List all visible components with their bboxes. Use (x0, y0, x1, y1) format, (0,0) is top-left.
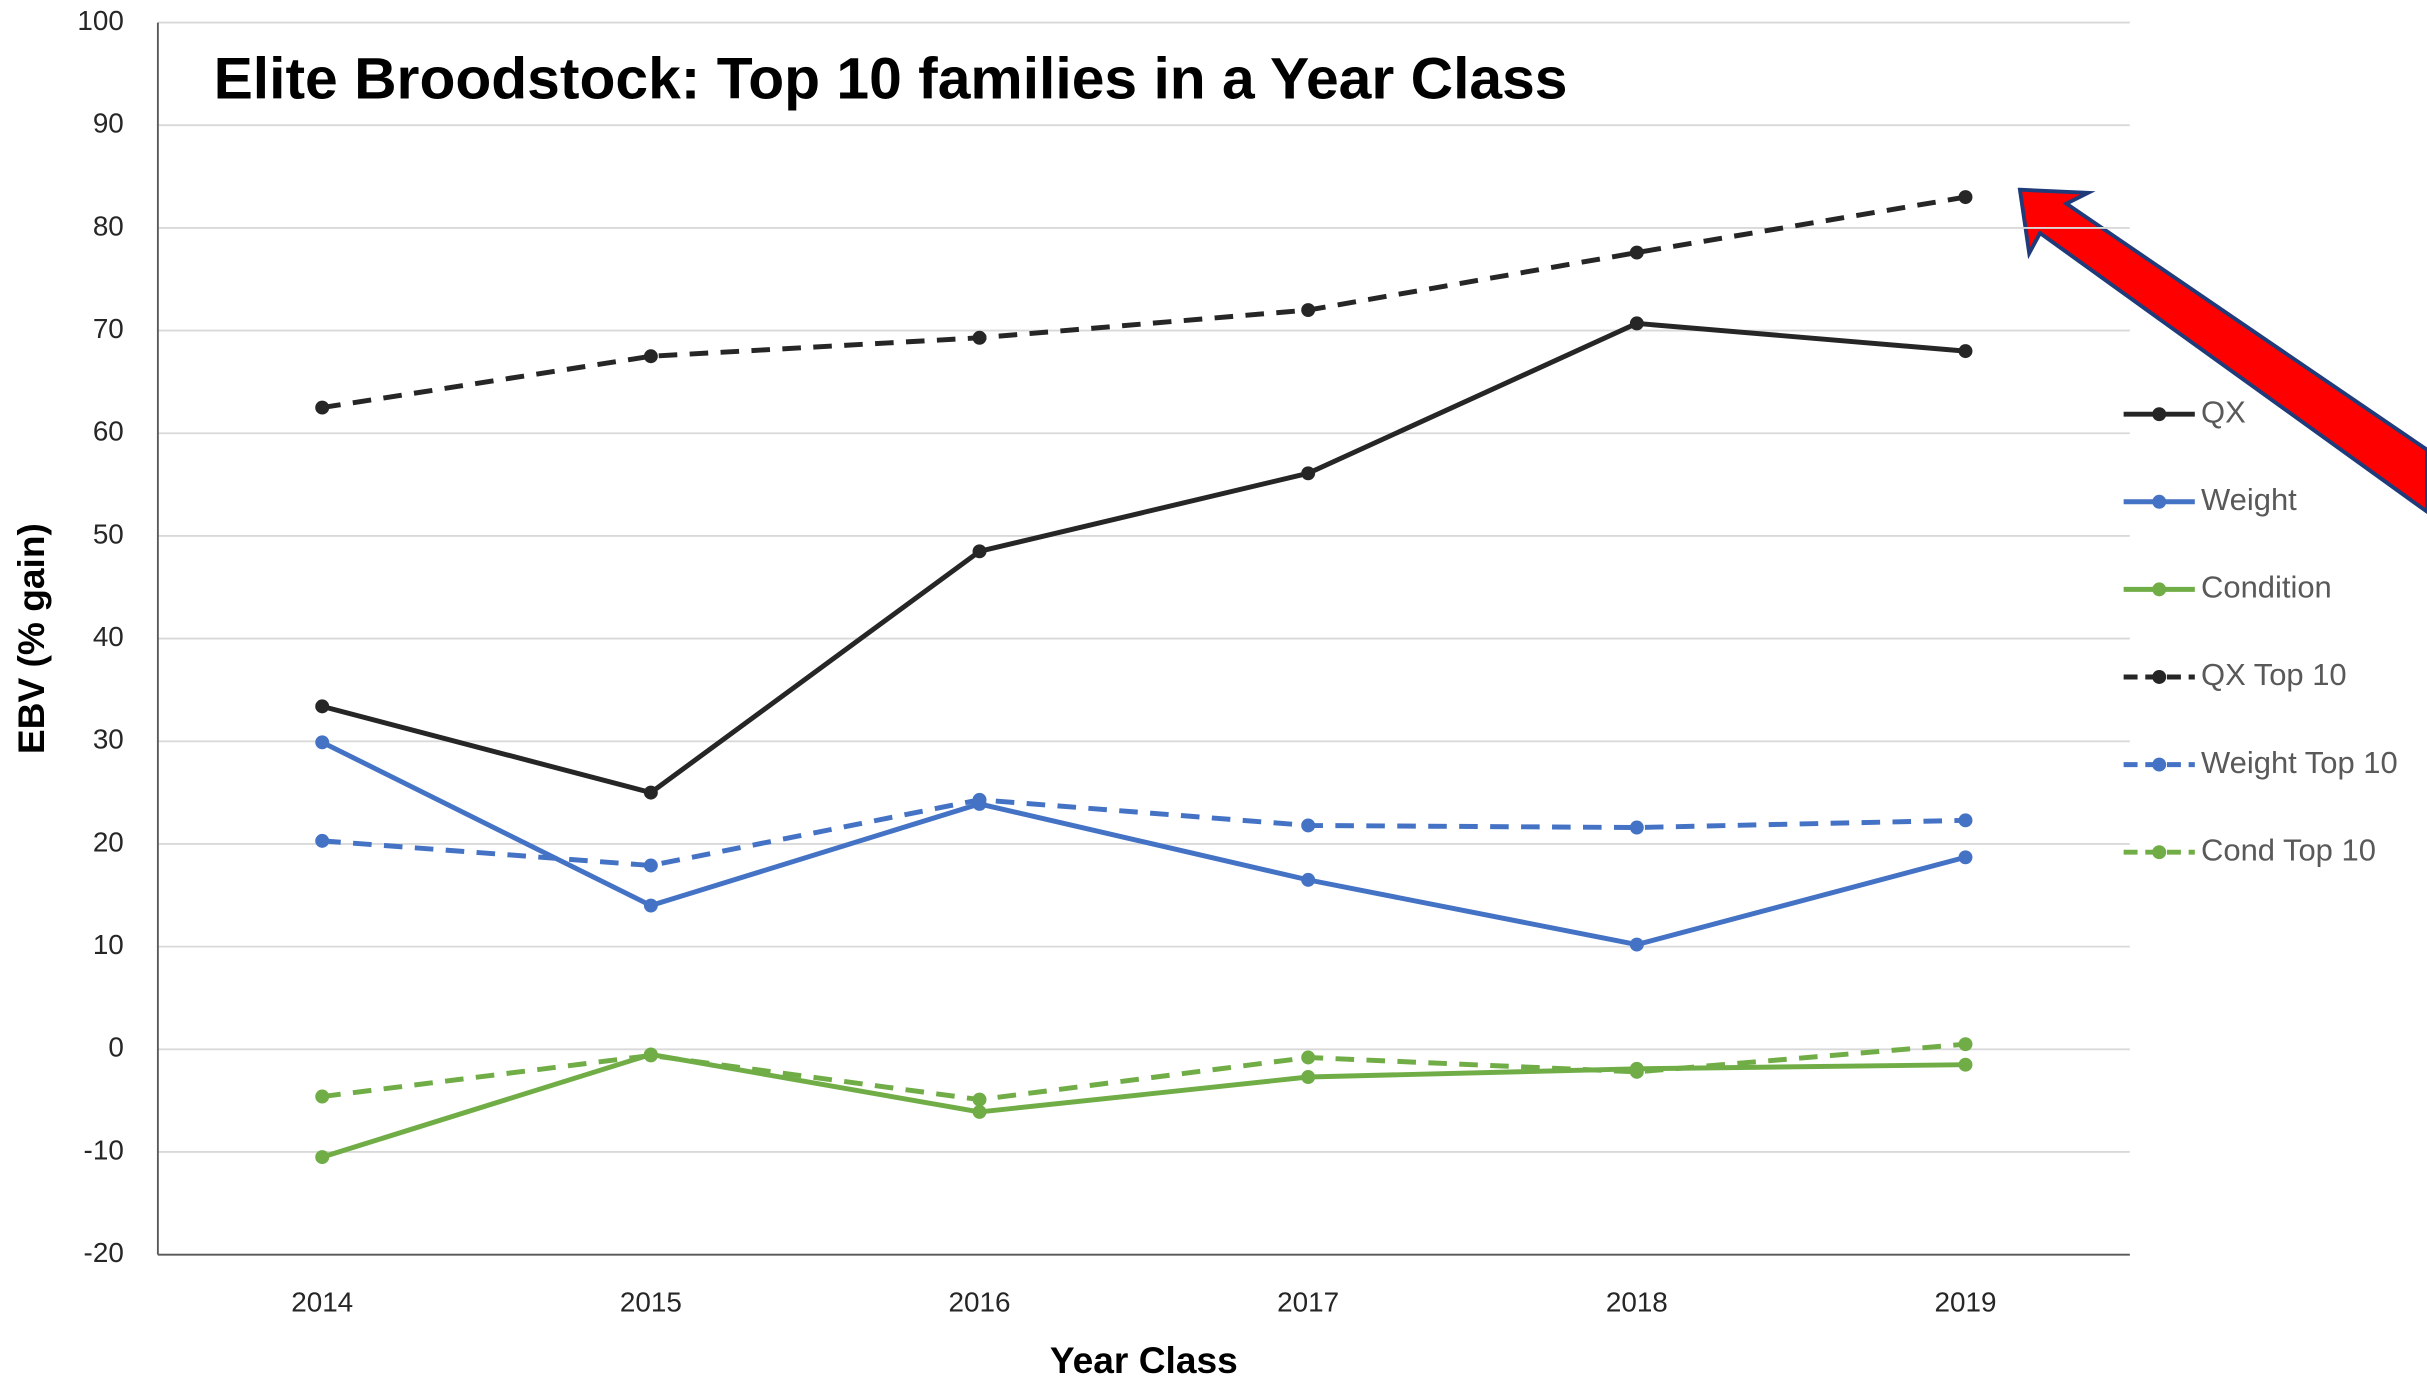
y-tick-label: 70 (93, 313, 124, 344)
y-tick-label: 100 (77, 5, 123, 36)
y-tick-label: 60 (93, 416, 124, 447)
legend-marker (2152, 757, 2167, 772)
data-point (1958, 190, 1973, 205)
x-tick-label: 2017 (1277, 1287, 1339, 1318)
y-tick-label: 0 (108, 1032, 123, 1063)
legend-marker (2152, 582, 2167, 597)
series-line (321, 320, 1966, 796)
series-line (321, 740, 1967, 948)
legend-marker (2152, 845, 2167, 860)
data-point (1958, 344, 1973, 359)
series-line (322, 797, 1966, 868)
y-tick-label: -20 (84, 1237, 124, 1268)
data-point (972, 330, 987, 345)
legend-label: QX Top 10 (2201, 657, 2347, 692)
data-point (1629, 820, 1644, 835)
y-tick-label: -10 (84, 1134, 124, 1165)
data-point (1958, 1057, 1973, 1072)
data-point (315, 735, 330, 750)
x-tick-label: 2019 (1934, 1287, 1996, 1318)
x-tick-label: 2018 (1606, 1287, 1668, 1318)
data-point (643, 785, 658, 800)
data-point (1629, 245, 1644, 260)
y-axis-label: EBV (% gain) (10, 523, 52, 754)
data-point (1629, 1064, 1644, 1079)
x-tick-label: 2015 (620, 1287, 682, 1318)
data-point (1301, 1050, 1316, 1065)
chart-title: Elite Broodstock: Top 10 families in a Y… (214, 46, 1568, 111)
y-tick-label: 90 (93, 108, 124, 139)
data-point (1301, 466, 1316, 481)
data-point (315, 400, 330, 415)
legend-marker (2152, 407, 2167, 422)
legend-label: Condition (2201, 570, 2332, 605)
data-point (315, 1089, 330, 1104)
data-point (1301, 1070, 1316, 1084)
legend-label: Weight Top 10 (2201, 745, 2398, 780)
data-point (315, 833, 330, 848)
y-tick-label: 50 (93, 518, 124, 549)
data-point (643, 858, 658, 873)
data-point (643, 1048, 658, 1063)
legend-label: QX (2201, 394, 2246, 429)
data-point (1301, 872, 1316, 887)
legend-label: Weight (2201, 482, 2297, 517)
x-tick-label: 2014 (291, 1287, 353, 1318)
x-axis-label: Year Class (1050, 1339, 1238, 1381)
data-point (1958, 1037, 1973, 1052)
arrow-annotation (2017, 187, 2427, 515)
data-point (1629, 937, 1644, 952)
y-tick-label: 80 (93, 210, 124, 241)
data-point (972, 1104, 987, 1119)
data-point (1958, 850, 1973, 865)
data-point (315, 1150, 330, 1165)
y-tick-label: 20 (93, 826, 124, 857)
data-point (972, 1092, 987, 1107)
series-line (321, 1041, 1966, 1103)
legend-label: Cond Top 10 (2201, 832, 2376, 867)
y-tick-label: 40 (93, 621, 124, 652)
data-point (972, 792, 987, 807)
legend-marker (2152, 670, 2167, 684)
legend-marker (2152, 494, 2167, 509)
data-point (972, 544, 987, 559)
data-point (643, 898, 658, 913)
x-tick-label: 2016 (949, 1287, 1011, 1318)
y-tick-label: 10 (93, 929, 124, 960)
y-tick-label: 30 (93, 724, 124, 755)
data-point (315, 699, 330, 714)
data-point (1629, 316, 1644, 331)
data-point (1301, 818, 1316, 833)
data-point (1301, 303, 1316, 318)
data-point (643, 349, 658, 364)
series-line (321, 1051, 1966, 1160)
data-point (1958, 813, 1973, 828)
